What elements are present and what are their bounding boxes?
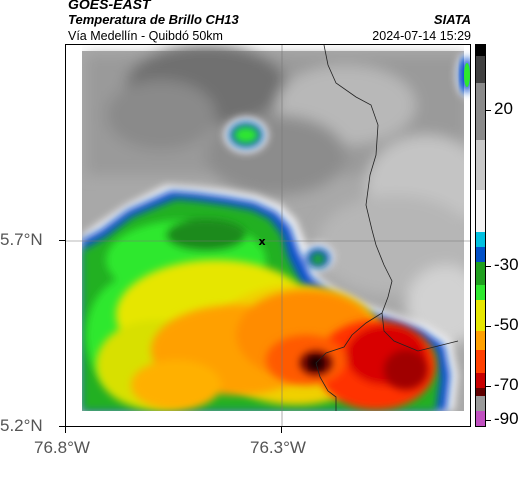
organization-label: SIATA (433, 12, 471, 27)
lon-tick (65, 427, 66, 433)
colorbar-segment (476, 246, 485, 263)
lat-label-bottom: 5.2°N (0, 416, 43, 435)
colorbar-segment (476, 330, 485, 351)
colorbar-segment (476, 189, 485, 233)
colorbar-tick (486, 266, 491, 267)
colorbar-segment (476, 300, 485, 332)
colorbar-segment (476, 395, 485, 412)
brightness-temperature-field: x (66, 45, 470, 426)
lat-tick (59, 426, 65, 427)
route-label: Vía Medellín - Quibdó 50km (68, 29, 223, 43)
lon-label-left: 76.8°W (34, 438, 90, 457)
lat-label-top: 5.7°N (0, 230, 43, 249)
colorbar-segment (476, 262, 485, 286)
colorbar-segment (476, 140, 485, 191)
colorbar-tick (486, 326, 491, 327)
timestamp-label: 2024-07-14 15:29 (372, 29, 471, 43)
colorbar-segment (476, 285, 485, 301)
colorbar (475, 44, 486, 427)
border-line-2 (315, 312, 383, 411)
colorbar-segment (476, 372, 485, 389)
colorbar-label: 20 (494, 99, 513, 118)
colorbar-tick (486, 386, 491, 387)
colorbar-segment (476, 45, 485, 57)
lon-tick (281, 427, 282, 433)
colorbar-tick (486, 420, 491, 421)
lon-label-right: 76.3°W (250, 438, 306, 457)
border-line (323, 45, 459, 352)
colorbar-segment (476, 83, 485, 141)
title-product: GOES-EAST (68, 0, 151, 12)
colorbar-label: -90 (494, 409, 519, 428)
colorbar-segment (476, 349, 485, 374)
colorbar-label: -50 (494, 315, 519, 334)
title-variable: Temperatura de Brillo CH13 (68, 12, 239, 27)
location-marker: x (258, 235, 265, 248)
colorbar-segment (476, 410, 485, 426)
colorbar-segment (476, 387, 485, 396)
colorbar-label: -30 (494, 255, 519, 274)
satellite-map[interactable]: x (65, 44, 471, 427)
colorbar-label: -70 (494, 375, 519, 394)
lat-tick (59, 240, 65, 241)
colorbar-tick (486, 110, 491, 111)
colorbar-segment (476, 231, 485, 248)
colorbar-segment (476, 56, 485, 84)
